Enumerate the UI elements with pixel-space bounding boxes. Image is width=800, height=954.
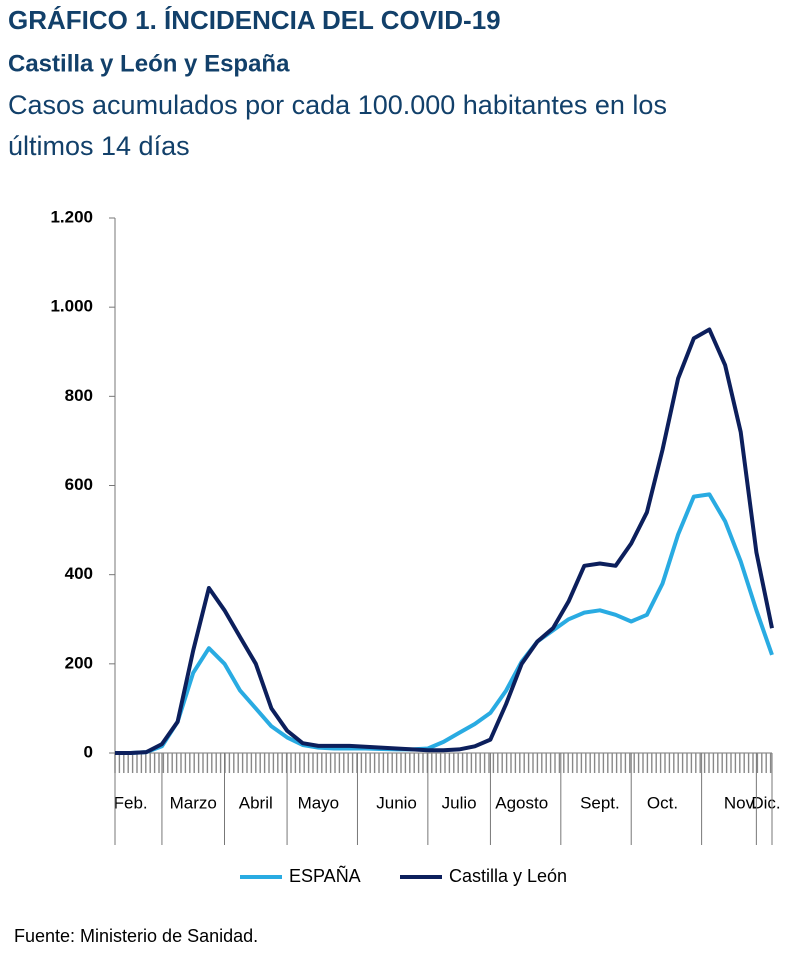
x-tick-label: Sept. bbox=[580, 793, 620, 812]
x-tick-label: Abril bbox=[239, 793, 273, 812]
y-tick-label: 200 bbox=[65, 653, 93, 672]
y-tick-label: 1.000 bbox=[50, 297, 93, 316]
series-line bbox=[115, 492, 774, 755]
y-tick-label: 400 bbox=[65, 564, 93, 583]
legend-label: Castilla y León bbox=[449, 866, 567, 886]
chart-title: GRÁFICO 1. ÍNCIDENCIA DEL COVID-19 bbox=[8, 5, 501, 35]
x-tick-label: Agosto bbox=[495, 793, 548, 812]
x-tick-label: Nov. bbox=[724, 793, 758, 812]
legend-label: ESPAÑA bbox=[289, 865, 361, 886]
x-tick-label: Dic. bbox=[751, 793, 780, 812]
y-tick-label: 600 bbox=[65, 475, 93, 494]
x-tick-label: Junio bbox=[376, 793, 417, 812]
y-tick-label: 0 bbox=[84, 742, 93, 761]
chart-subtitle: últimos 14 días bbox=[8, 131, 190, 161]
chart-subtitle: Castilla y León y España bbox=[8, 50, 290, 77]
x-tick-label: Mayo bbox=[298, 793, 340, 812]
chart-subtitle: Casos acumulados por cada 100.000 habita… bbox=[8, 90, 667, 120]
source: Fuente: Ministerio de Sanidad. bbox=[14, 926, 258, 946]
series-line bbox=[115, 327, 774, 755]
y-tick-label: 800 bbox=[65, 386, 93, 405]
x-tick-label: Marzo bbox=[170, 793, 217, 812]
x-tick-label: Feb. bbox=[114, 793, 148, 812]
y-tick-label: 1.200 bbox=[50, 207, 93, 226]
x-tick-label: Oct. bbox=[647, 793, 678, 812]
x-tick-label: Julio bbox=[442, 793, 477, 812]
